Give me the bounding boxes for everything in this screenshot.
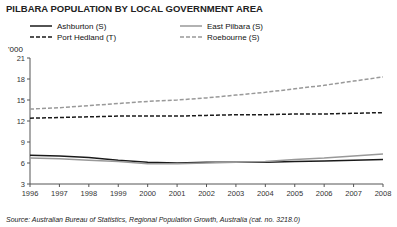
x-tick (177, 184, 178, 187)
y-tick-label: 15 (17, 96, 25, 105)
x-tick (265, 184, 266, 187)
x-tick (324, 184, 325, 187)
y-tick-label: 3 (21, 180, 25, 189)
y-tick-label: 12 (17, 117, 25, 126)
y-tick-label: 21 (17, 54, 25, 63)
y-tick (27, 58, 30, 59)
x-tick-label: 1999 (110, 189, 127, 198)
plot-area (30, 77, 383, 164)
y-tick (27, 79, 30, 80)
x-tick (383, 184, 384, 187)
x-tick (30, 184, 31, 187)
source-note: Source: Australian Bureau of Statistics,… (6, 216, 300, 224)
series-line (30, 155, 383, 163)
x-tick (294, 184, 295, 187)
x-tick (147, 184, 148, 187)
x-tick-label: 2004 (257, 189, 274, 198)
x-tick-label: 2003 (228, 189, 245, 198)
legend-swatch (180, 36, 202, 38)
x-tick-label: 1998 (80, 189, 97, 198)
y-tick (27, 163, 30, 164)
legend-label: Roebourne (S) (207, 33, 260, 42)
chart: PILBARA POPULATION BY LOCAL GOVERNMENT A… (0, 0, 397, 227)
series-line (30, 77, 383, 109)
y-tick (27, 121, 30, 122)
x-tick-label: 1996 (22, 189, 39, 198)
legend-label: Ashburton (S) (57, 22, 107, 31)
x-tick-label: 2006 (316, 189, 333, 198)
x-tick (206, 184, 207, 187)
legend-label: East Pilbara (S) (207, 22, 263, 31)
legend-swatch (30, 36, 52, 38)
y-tick-label: 6 (21, 159, 25, 168)
x-tick (59, 184, 60, 187)
y-tick-label: 9 (21, 138, 25, 147)
series-line (30, 154, 383, 164)
x-tick (88, 184, 89, 187)
x-tick-label: 2005 (286, 189, 303, 198)
x-tick (353, 184, 354, 187)
y-tick (27, 142, 30, 143)
legend-swatch (180, 25, 202, 27)
legend-swatch (30, 25, 52, 27)
x-tick (235, 184, 236, 187)
x-tick (118, 184, 119, 187)
y-tick (27, 100, 30, 101)
y-tick-label: 18 (17, 75, 25, 84)
x-tick-label: 2001 (169, 189, 186, 198)
x-tick-label: 2008 (375, 189, 392, 198)
legend-label: Port Hedland (T) (57, 33, 116, 42)
series-line (30, 113, 383, 119)
title: PILBARA POPULATION BY LOCAL GOVERNMENT A… (6, 3, 263, 14)
x-tick-label: 2002 (198, 189, 215, 198)
x-tick-label: 1997 (51, 189, 68, 198)
x-tick-label: 2000 (139, 189, 156, 198)
x-tick-label: 2007 (345, 189, 362, 198)
